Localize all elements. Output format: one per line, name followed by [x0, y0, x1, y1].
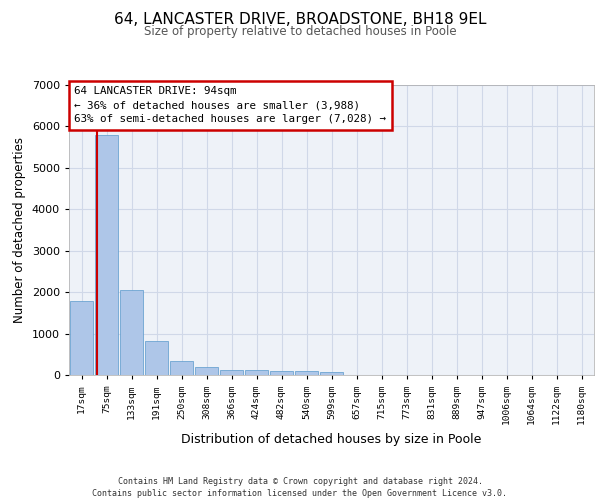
Bar	[195, 367, 218, 375]
Bar	[220, 370, 243, 375]
Text: Contains HM Land Registry data © Crown copyright and database right 2024.
Contai: Contains HM Land Registry data © Crown c…	[92, 476, 508, 498]
Y-axis label: Number of detached properties: Number of detached properties	[13, 137, 26, 323]
Text: 64 LANCASTER DRIVE: 94sqm
← 36% of detached houses are smaller (3,988)
63% of se: 64 LANCASTER DRIVE: 94sqm ← 36% of detac…	[74, 86, 386, 124]
Bar	[320, 372, 343, 375]
Bar	[245, 370, 268, 375]
X-axis label: Distribution of detached houses by size in Poole: Distribution of detached houses by size …	[181, 432, 482, 446]
Text: Size of property relative to detached houses in Poole: Size of property relative to detached ho…	[143, 25, 457, 38]
Bar	[295, 372, 318, 375]
Bar	[270, 371, 293, 375]
Bar	[120, 290, 143, 375]
Text: 64, LANCASTER DRIVE, BROADSTONE, BH18 9EL: 64, LANCASTER DRIVE, BROADSTONE, BH18 9E…	[114, 12, 486, 28]
Bar	[70, 302, 93, 375]
Bar	[145, 341, 168, 375]
Bar	[170, 361, 193, 375]
Bar	[95, 134, 118, 375]
